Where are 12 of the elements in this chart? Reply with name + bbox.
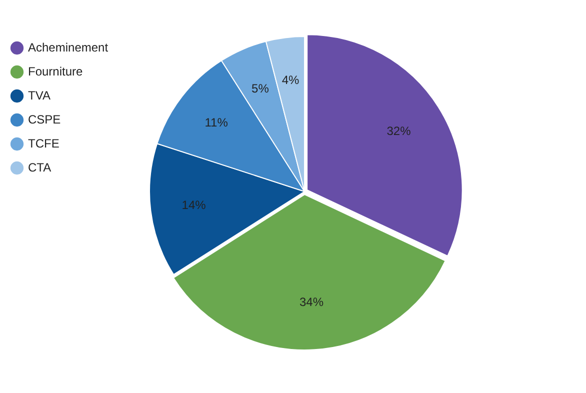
- legend-label: CSPE: [28, 112, 61, 126]
- legend-label: Acheminement: [28, 40, 109, 54]
- data-label: 4%: [282, 73, 300, 88]
- data-label: 14%: [182, 198, 206, 212]
- legend-label: TCFE: [28, 136, 60, 150]
- legend-label: Fourniture: [28, 64, 84, 78]
- legend-label: TVA: [28, 88, 50, 102]
- legend-label: CTA: [28, 160, 52, 174]
- data-label: 32%: [386, 124, 412, 138]
- data-label: 34%: [300, 295, 324, 310]
- data-label: 5%: [252, 81, 270, 96]
- data-label: 11%: [204, 115, 228, 130]
